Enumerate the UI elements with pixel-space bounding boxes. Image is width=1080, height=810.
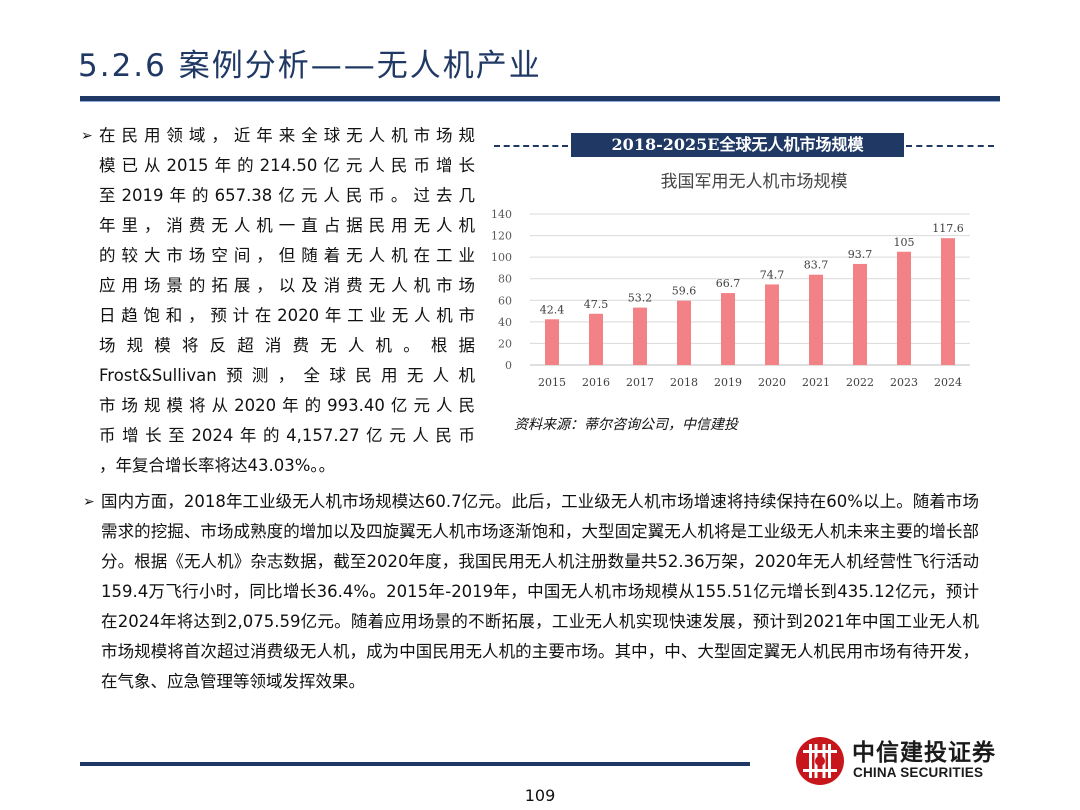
data-label: 42.4 bbox=[540, 303, 565, 316]
bar-2022 bbox=[853, 263, 867, 365]
bullet-market-domestic: ➢ 国内方面，2018年工业级无人机市场规模达60.7亿元。此后，工业级无人机市… bbox=[83, 487, 979, 697]
y-tick-label: 80 bbox=[498, 273, 512, 286]
data-label: 117.6 bbox=[932, 222, 964, 235]
banner-dash-left bbox=[494, 145, 568, 147]
y-tick-label: 140 bbox=[491, 208, 512, 221]
logo-text-cn: 中信建投证券 bbox=[852, 740, 996, 766]
x-tick-label: 2021 bbox=[802, 376, 830, 389]
bar-2019 bbox=[721, 293, 735, 365]
bottom-rule bbox=[80, 762, 750, 766]
x-tick-label: 2020 bbox=[758, 376, 786, 389]
bar-2016 bbox=[589, 313, 603, 365]
bullet-line: ，年复合增长率将达43.03%。。 bbox=[99, 456, 336, 475]
bar-chart: 我国军用无人机市场规模 0 20 40 60 80 100 120 140 42.4 2015 47… bbox=[491, 172, 970, 389]
y-tick-label: 60 bbox=[498, 294, 512, 307]
chart-banner: 2018-2025E全球无人机市场规模 bbox=[571, 133, 904, 157]
y-tick-label: 100 bbox=[491, 251, 512, 264]
bullet-line: 币增长至2024年的4,157.27亿元人民币 bbox=[99, 426, 475, 445]
data-label: 74.7 bbox=[760, 268, 785, 281]
bullet-line: 在民用领域，近年来全球无人机市场规 bbox=[99, 126, 475, 145]
bullet-line: 市场规模将从2020年的993.40亿元人民 bbox=[99, 396, 475, 415]
title-rule bbox=[80, 96, 1000, 102]
x-tick-label: 2017 bbox=[626, 376, 654, 389]
source-note: 资料来源：蒂尔咨询公司，中信建投 bbox=[514, 417, 738, 433]
y-tick-label: 20 bbox=[498, 337, 512, 350]
bullet-line: 模已从2015年的214.50亿元人民币增长 bbox=[99, 156, 475, 175]
bar-2015 bbox=[545, 319, 559, 365]
bullet-line: Frost&Sullivan预测，全球民用无人机 bbox=[99, 366, 475, 385]
x-tick-label: 2018 bbox=[670, 376, 698, 389]
bar-2024 bbox=[941, 238, 955, 365]
banner-dash-right bbox=[906, 145, 994, 147]
x-tick-label: 2023 bbox=[890, 376, 918, 389]
bullet-line: 场规模将反超消费无人机。根据 bbox=[99, 336, 475, 355]
bullet-line: 年里，消费无人机一直占据民用无人机 bbox=[99, 216, 475, 235]
page-number: 109 bbox=[524, 786, 556, 805]
logo-text-en: CHINA SECURITIES bbox=[853, 765, 984, 780]
china-securities-logo-icon bbox=[796, 737, 844, 785]
data-label: 59.6 bbox=[672, 285, 697, 298]
bullet-line: 应用场景的拓展，以及消费无人机市场 bbox=[99, 276, 475, 295]
bullet-market-global: ➢ 在民用领域，近年来全球无人机市场规 模已从2015年的214.50亿元人民币增… bbox=[81, 121, 475, 481]
data-label: 53.2 bbox=[628, 292, 653, 305]
arrow-bullet-icon: ➢ bbox=[83, 494, 95, 510]
bullet-line: 日趋饱和，预计在2020年工业无人机市 bbox=[99, 306, 475, 325]
data-label: 105 bbox=[894, 236, 915, 249]
y-tick-label: 120 bbox=[491, 230, 512, 243]
bullet-text: 国内方面，2018年工业级无人机市场规模达60.7亿元。此后，工业级无人机市场增… bbox=[101, 492, 979, 691]
bullet-line: 的较大市场空间，但随着无人机在工业 bbox=[99, 246, 475, 265]
x-tick-label: 2019 bbox=[714, 376, 742, 389]
data-label: 47.5 bbox=[584, 298, 609, 311]
chart-title: 我国军用无人机市场规模 bbox=[661, 172, 848, 192]
data-label: 83.7 bbox=[804, 259, 829, 272]
x-tick-label: 2022 bbox=[846, 376, 874, 389]
slide-title: 5.2.6 案例分析——无人机产业 bbox=[78, 48, 542, 84]
x-tick-label: 2016 bbox=[582, 376, 610, 389]
data-label: 66.7 bbox=[716, 277, 741, 290]
x-tick-label: 2024 bbox=[934, 376, 962, 389]
y-tick-label: 0 bbox=[505, 359, 512, 372]
bar-2020 bbox=[765, 284, 779, 365]
bar-2021 bbox=[809, 274, 823, 365]
bar-2017 bbox=[633, 307, 647, 365]
arrow-bullet-icon: ➢ bbox=[81, 128, 93, 144]
x-tick-label: 2015 bbox=[538, 376, 566, 389]
y-tick-label: 40 bbox=[498, 316, 512, 329]
bullet-text: 在民用领域，近年来全球无人机市场规 模已从2015年的214.50亿元人民币增长至… bbox=[99, 121, 475, 481]
data-label: 93.7 bbox=[848, 248, 873, 261]
bullet-line: 至2019年的657.38亿元人民币。过去几 bbox=[99, 186, 475, 205]
bar-2023 bbox=[897, 251, 911, 365]
bar-2018 bbox=[677, 300, 691, 365]
